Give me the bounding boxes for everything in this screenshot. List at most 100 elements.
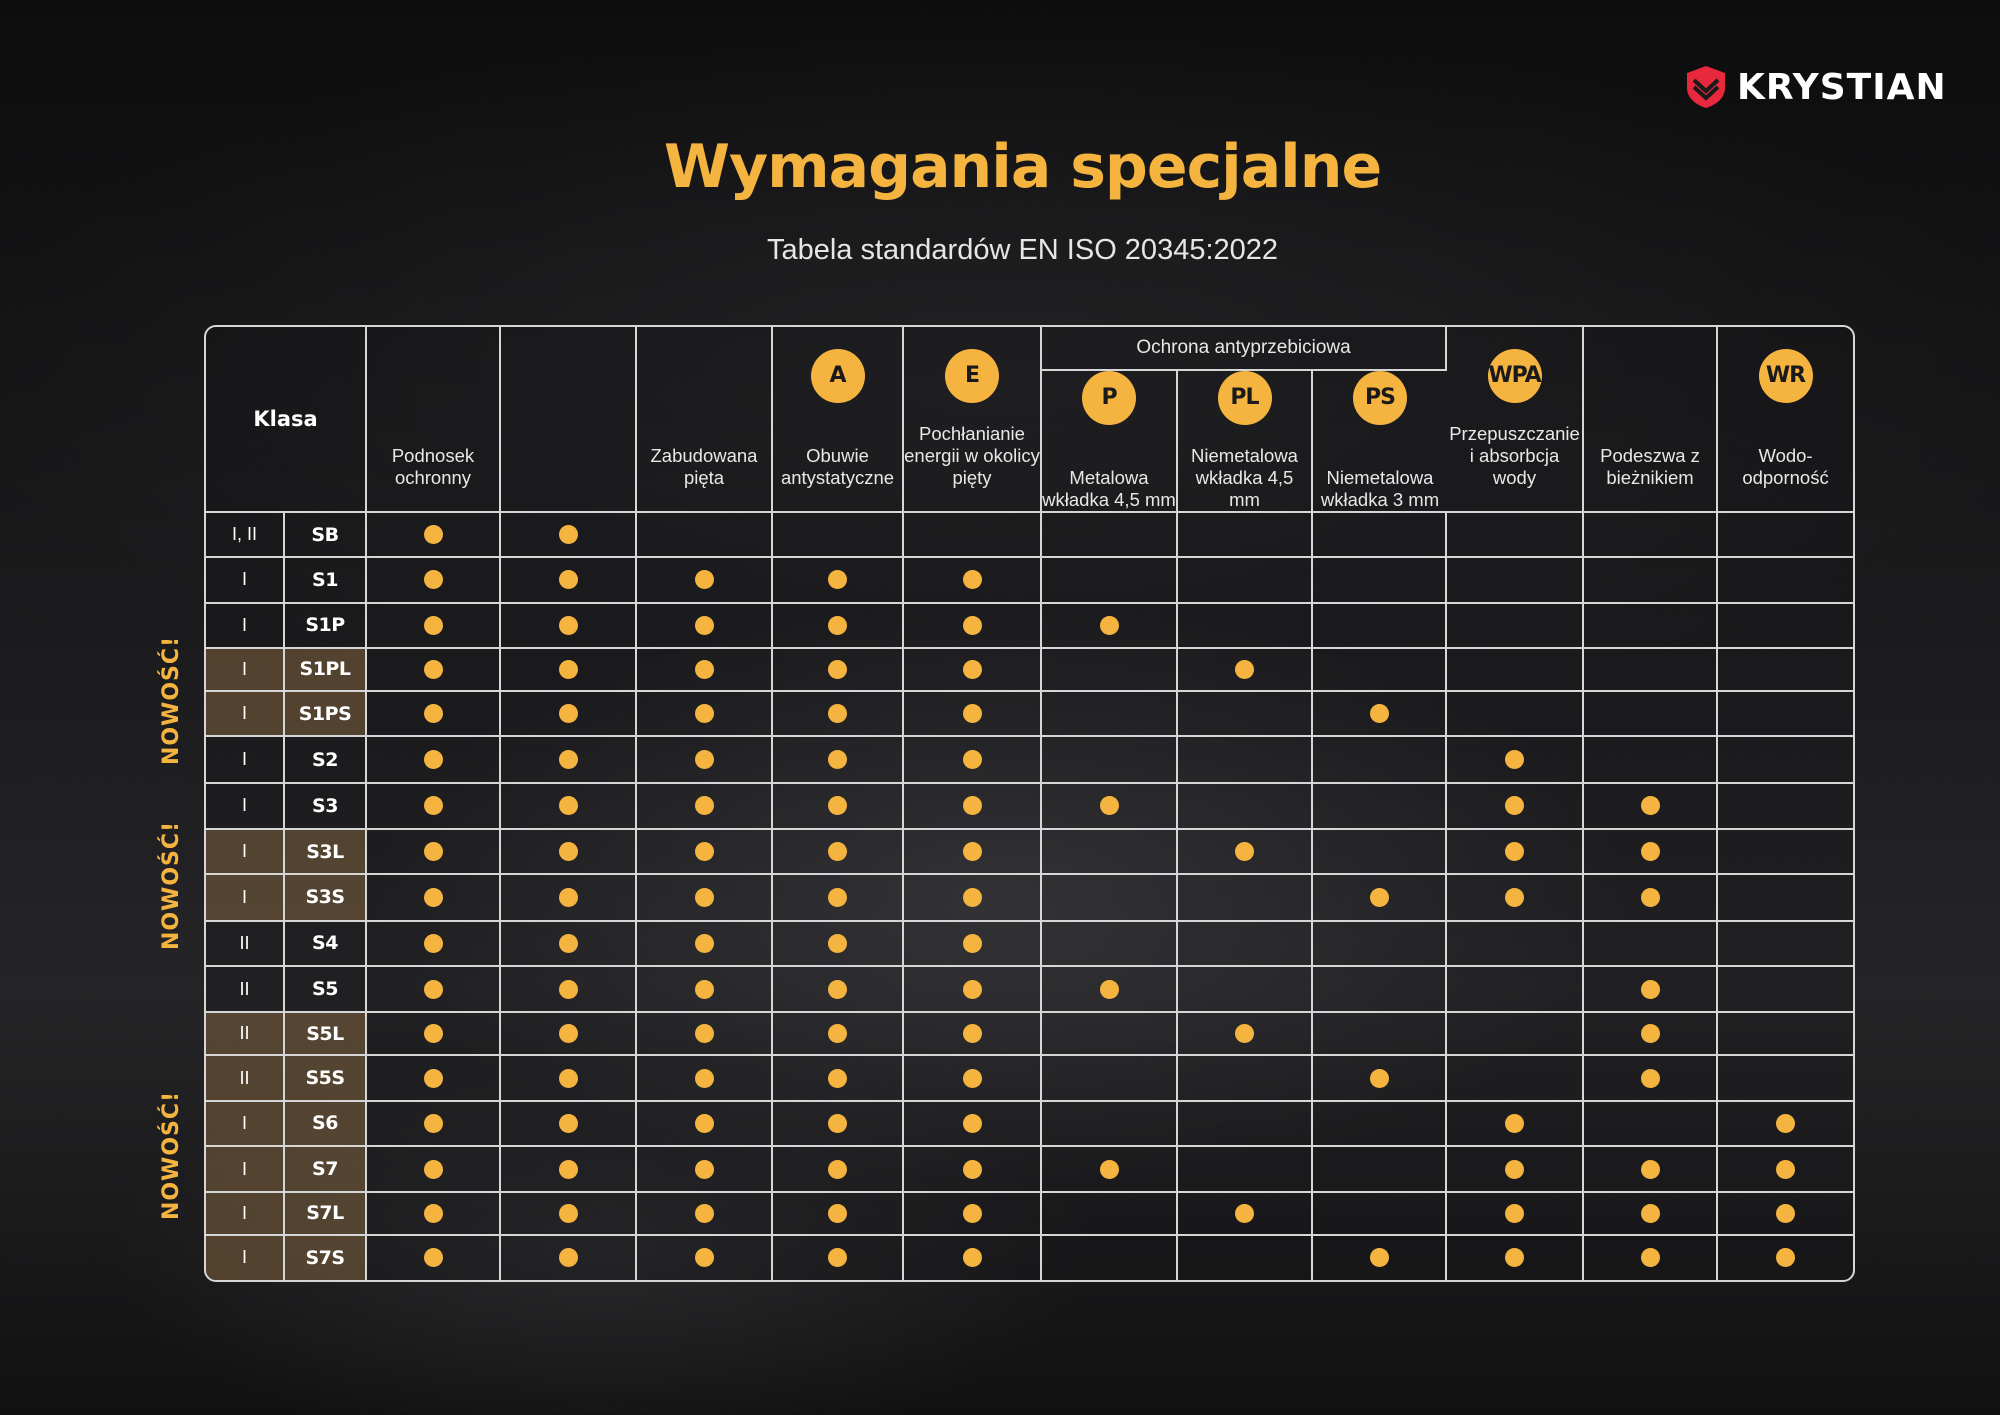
requirement-dot-icon <box>1776 1159 1796 1179</box>
requirement-cell <box>773 558 904 604</box>
requirement-cell <box>367 737 501 784</box>
standard-code: S1 <box>285 558 367 604</box>
requirement-cell <box>637 558 773 604</box>
requirement-cell <box>1447 1013 1585 1057</box>
requirement-cell <box>1313 692 1448 738</box>
standard-code: SB <box>285 513 367 559</box>
requirement-cell <box>1584 737 1719 784</box>
requirement-cell <box>1584 603 1719 649</box>
requirement-cell <box>904 966 1042 1014</box>
requirement-cell <box>773 737 904 784</box>
requirement-cell <box>501 558 637 604</box>
column-label: Pochłanianie energii w okolicy pięty <box>904 423 1040 488</box>
requirement-dot-icon <box>423 979 443 999</box>
requirement-dot-icon <box>1640 1159 1660 1179</box>
requirement-dot-icon <box>828 659 847 679</box>
requirement-cell <box>1042 875 1178 922</box>
standards-table: Klasa Podnosek ochronny Zabudowana pięta… <box>204 325 1856 1282</box>
requirement-cell <box>1178 921 1313 967</box>
requirement-cell <box>637 921 773 967</box>
column-label: Niemetalowa wkładka 3 mm <box>1320 467 1440 510</box>
requirement-dot-icon <box>1776 1203 1796 1223</box>
requirement-dot-icon <box>828 1203 847 1223</box>
requirement-cell <box>367 921 501 967</box>
requirement-cell <box>637 1147 773 1194</box>
table-row: I S2 <box>206 737 1854 784</box>
requirement-dot-icon <box>1640 1203 1660 1223</box>
requirement-dot-icon <box>1369 887 1389 907</box>
requirement-cell <box>1178 783 1313 830</box>
protection-class: I <box>206 558 285 604</box>
requirement-cell <box>501 648 637 693</box>
requirement-cell <box>1447 1101 1585 1147</box>
requirement-cell <box>1042 921 1178 967</box>
standard-badge-icon: P <box>1082 371 1136 425</box>
requirement-cell <box>904 737 1042 784</box>
requirement-cell <box>904 1147 1042 1194</box>
requirement-dot-icon <box>558 1113 578 1133</box>
standard-code: S7S <box>285 1235 367 1280</box>
requirement-cell <box>1313 603 1448 649</box>
requirement-cell <box>1584 513 1719 559</box>
column-header: WR Wodo-odporność <box>1718 327 1854 513</box>
requirement-cell <box>367 830 501 876</box>
requirement-dot-icon <box>558 659 578 679</box>
klasa-header: Klasa <box>206 327 367 513</box>
requirement-cell <box>501 875 637 922</box>
requirement-dot-icon <box>1099 615 1119 635</box>
standard-badge-icon: WPA <box>1487 349 1542 403</box>
requirement-cell <box>773 603 904 649</box>
requirement-cell <box>1718 558 1854 604</box>
requirement-cell <box>904 1193 1042 1236</box>
requirement-cell <box>1447 830 1585 876</box>
protection-class: I <box>206 603 285 649</box>
requirement-cell <box>1042 1235 1178 1280</box>
requirement-cell <box>1584 1013 1719 1057</box>
requirement-cell <box>1718 830 1854 876</box>
standard-code: S6 <box>285 1101 367 1147</box>
requirement-cell <box>1313 1101 1448 1147</box>
requirement-cell <box>501 1056 637 1102</box>
protection-class: II <box>206 1056 285 1102</box>
table-row: I S7L <box>206 1193 1854 1236</box>
requirement-dot-icon <box>558 1024 578 1044</box>
requirement-cell <box>1178 1056 1313 1102</box>
requirement-cell <box>1042 603 1178 649</box>
requirement-dot-icon <box>423 1159 443 1179</box>
requirement-dot-icon <box>1640 796 1660 816</box>
requirement-cell <box>1178 875 1313 922</box>
requirement-cell <box>637 648 773 693</box>
requirement-cell <box>904 830 1042 876</box>
protection-class: I <box>206 1193 285 1236</box>
standard-badge-icon: PS <box>1353 371 1407 425</box>
requirement-dot-icon <box>423 1113 443 1133</box>
column-label: Obuwie antystatyczne <box>780 445 895 488</box>
requirement-cell <box>1718 1056 1854 1102</box>
page-title: Wymagania specjalne <box>663 132 1382 202</box>
column-label: Podeszwa z bieżnikiem <box>1600 445 1700 488</box>
column-label: Podnosek ochronny <box>391 445 475 488</box>
column-label: Przepuszczanie i absorbcja wody <box>1449 423 1580 488</box>
requirement-cell <box>367 558 501 604</box>
requirement-dot-icon <box>694 1068 714 1088</box>
requirement-dot-icon <box>1640 887 1660 907</box>
requirement-dot-icon <box>962 796 982 816</box>
requirement-dot-icon <box>423 842 443 862</box>
requirement-cell <box>1447 783 1585 830</box>
requirement-dot-icon <box>1505 796 1525 816</box>
requirement-cell <box>773 966 904 1014</box>
requirement-dot-icon <box>1640 842 1660 862</box>
requirement-cell <box>904 921 1042 967</box>
requirement-dot-icon <box>558 615 578 635</box>
requirement-cell <box>1042 692 1178 738</box>
requirement-cell <box>1447 558 1585 604</box>
standard-code: S7 <box>285 1147 367 1194</box>
requirement-cell <box>773 830 904 876</box>
requirement-dot-icon <box>1505 887 1525 907</box>
requirement-cell <box>1447 603 1585 649</box>
requirement-dot-icon <box>694 704 714 724</box>
requirement-cell <box>1718 513 1854 559</box>
requirement-cell <box>1447 1056 1585 1102</box>
standard-code: S1PS <box>285 692 367 738</box>
requirement-cell <box>1718 1236 1853 1280</box>
